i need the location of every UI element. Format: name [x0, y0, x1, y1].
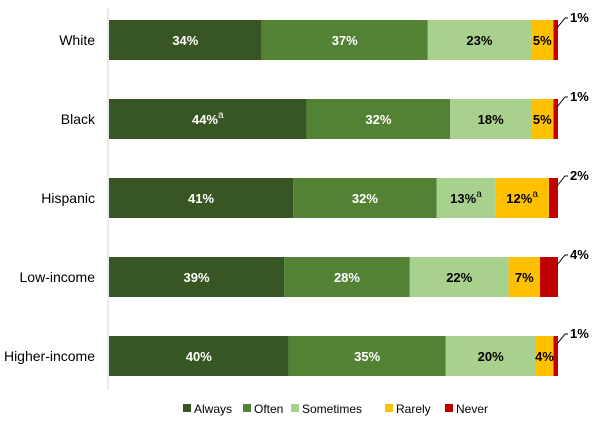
legend-label-often: Often	[254, 402, 283, 416]
data-label-low-income-rarely: 7%	[515, 270, 534, 285]
legend-swatch-never	[445, 404, 453, 412]
bar-white-sometimes	[427, 20, 532, 60]
leader-line-higher-income	[556, 333, 568, 345]
data-label-hispanic-sometimes: 13%a	[450, 189, 482, 206]
legend-label-rarely: Rarely	[396, 402, 431, 416]
bar-low-income-often	[284, 257, 410, 297]
bar-black-never	[553, 99, 558, 139]
bar-white-never	[553, 20, 558, 60]
legend-label-always: Always	[194, 402, 232, 416]
bar-black-always	[109, 99, 307, 139]
data-label-low-income-never: 4%	[570, 247, 589, 262]
bar-higher-income-always	[109, 336, 289, 376]
data-label-higher-income-rarely: 4%	[535, 349, 554, 364]
legend-label-never: Never	[456, 402, 488, 416]
data-label-hispanic-often: 32%	[352, 191, 378, 206]
category-label-higher-income: Higher-income	[4, 348, 95, 364]
data-label-low-income-always: 39%	[184, 270, 210, 285]
data-label-hispanic-never: 2%	[570, 168, 589, 183]
data-label-black-often: 32%	[365, 112, 391, 127]
leader-line-white	[556, 17, 568, 29]
legend-swatch-rarely	[385, 404, 393, 412]
bar-black-rarely	[531, 99, 554, 139]
bar-hispanic-always	[109, 178, 294, 218]
bar-hispanic-sometimes	[436, 178, 496, 218]
leader-line-black	[556, 96, 568, 108]
data-label-low-income-often: 28%	[334, 270, 360, 285]
bar-higher-income-sometimes	[445, 336, 536, 376]
bar-hispanic-rarely	[495, 178, 550, 218]
bar-low-income-rarely	[508, 257, 541, 297]
bar-hispanic-often	[293, 178, 437, 218]
data-label-hispanic-always: 41%	[188, 191, 214, 206]
data-label-black-sometimes: 18%	[478, 112, 504, 127]
bar-white-rarely	[531, 20, 554, 60]
segment-labels: 34% 37% 23% 5% 1% 44%a 32% 18% 5% 1% 41% 32% 13%a 12%…	[172, 10, 589, 364]
category-label-hispanic: Hispanic	[41, 190, 95, 206]
data-label-white-rarely: 5%	[533, 33, 552, 48]
data-label-white-often: 37%	[332, 33, 358, 48]
bar-white-often	[261, 20, 428, 60]
bar-low-income-always	[109, 257, 285, 297]
bar-low-income-never	[540, 257, 558, 297]
bar-low-income-sometimes	[409, 257, 509, 297]
category-label-low-income: Low-income	[20, 269, 96, 285]
bar-white-always	[109, 20, 262, 60]
legend: Always Often Sometimes Rarely Never	[183, 402, 488, 416]
bar-hispanic-never	[549, 178, 558, 218]
data-label-white-always: 34%	[172, 33, 198, 48]
legend-swatch-sometimes	[291, 404, 299, 412]
legend-label-sometimes: Sometimes	[302, 402, 362, 416]
leader-line-low-income	[556, 254, 568, 266]
category-label-white: White	[59, 32, 95, 48]
data-label-black-rarely: 5%	[533, 112, 552, 127]
data-label-higher-income-often: 35%	[354, 349, 380, 364]
data-label-white-sometimes: 23%	[466, 33, 492, 48]
category-label-black: Black	[61, 111, 96, 127]
legend-swatch-often	[243, 404, 251, 412]
data-label-higher-income-never: 1%	[570, 326, 589, 341]
bar-higher-income-rarely	[535, 336, 554, 376]
data-label-black-always: 44%a	[192, 110, 224, 127]
bar-black-often	[306, 99, 451, 139]
data-label-low-income-sometimes: 22%	[446, 270, 472, 285]
bar-higher-income-never	[553, 336, 558, 376]
bar-black-sometimes	[450, 99, 532, 139]
legend-swatch-always	[183, 404, 191, 412]
data-label-higher-income-always: 40%	[186, 349, 212, 364]
data-label-higher-income-sometimes: 20%	[478, 349, 504, 364]
leader-line-hispanic	[556, 175, 568, 187]
data-label-hispanic-rarely: 12%a	[506, 189, 538, 206]
bar-higher-income-often	[288, 336, 446, 376]
data-label-black-never: 1%	[570, 89, 589, 104]
category-labels: White Black Hispanic Low-income Higher-incom…	[4, 32, 96, 364]
data-label-white-never: 1%	[570, 10, 589, 25]
bar-segments	[109, 20, 558, 376]
